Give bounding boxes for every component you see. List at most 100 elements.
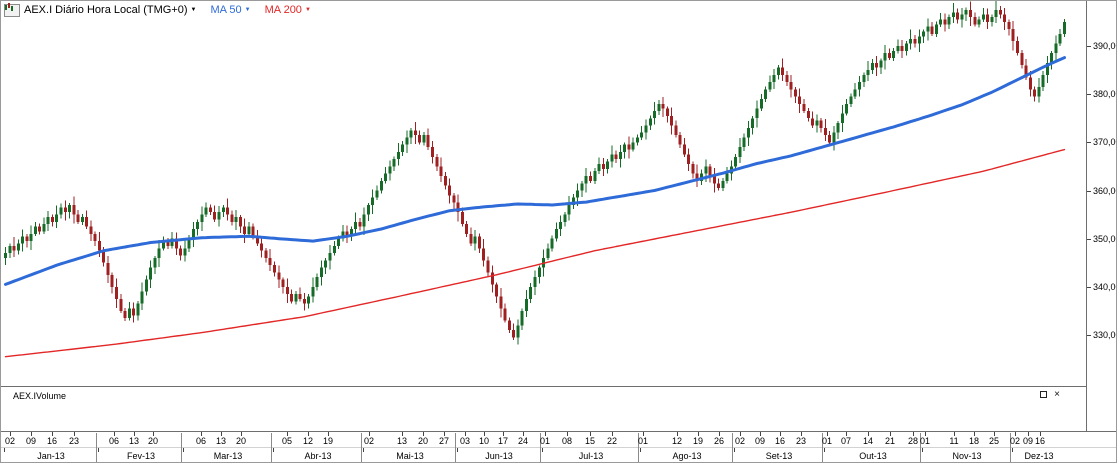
day-label: 01 (821, 436, 833, 446)
instrument-icon[interactable] (4, 3, 20, 17)
day-label: 16 (1034, 436, 1046, 446)
day-tick (201, 432, 202, 436)
day-label: 22 (606, 436, 618, 446)
time-axis-months-row: Jan-13 Fev-13 Mar-13 Abr-13 Mai-13 Jun-13 Jul-… (1, 448, 1116, 462)
ma50-label[interactable]: MA 50 (210, 3, 242, 16)
day-tick (328, 432, 329, 436)
day-label: 20 (147, 436, 159, 446)
day-label: 10 (478, 436, 490, 446)
day-label: 02 (363, 436, 375, 446)
month-label: Dez-13 (1024, 451, 1054, 461)
day-tick (925, 432, 926, 436)
candlestick-series (4, 1, 1066, 345)
day-tick (74, 432, 75, 436)
price-axis-tick (1087, 46, 1091, 47)
price-axis-label: 370,00 (1093, 137, 1116, 147)
day-label: 13 (396, 436, 408, 446)
day-label: 02 (1009, 436, 1021, 446)
day-label: 09 (1022, 436, 1034, 446)
month-label: Jul-13 (578, 451, 604, 461)
day-label: 15 (584, 436, 596, 446)
day-label: 23 (795, 436, 807, 446)
day-label: 21 (884, 436, 896, 446)
month-label: Jan-13 (37, 451, 65, 461)
day-tick (503, 432, 504, 436)
price-axis-tick (1087, 94, 1091, 95)
month-label: Nov-13 (952, 451, 982, 461)
day-label: 14 (862, 436, 874, 446)
price-chart-pane[interactable]: AEX.I Diário Hora Local (TMG+0) ▼ MA 50 … (1, 1, 1087, 387)
month-tick (457, 448, 458, 452)
month-separator (540, 433, 541, 462)
day-label: 28 (907, 436, 919, 446)
day-label: 17 (497, 436, 509, 446)
day-label: 09 (754, 436, 766, 446)
day-label: 20 (235, 436, 247, 446)
month-label: Mar-13 (213, 451, 243, 461)
ma200-label[interactable]: MA 200 (264, 3, 302, 16)
chart-title[interactable]: AEX.I Diário Hora Local (TMG+0) (24, 3, 188, 16)
month-label: Ago-13 (672, 451, 702, 461)
month-tick (363, 448, 364, 452)
ma50-dropdown-icon[interactable]: ▼ (244, 7, 251, 13)
day-label: 06 (108, 436, 120, 446)
day-tick (913, 432, 914, 436)
day-label: 13 (128, 436, 140, 446)
volume-pane[interactable]: AEX.IVolume × (1, 387, 1087, 431)
day-tick (31, 432, 32, 436)
ma50-line (4, 56, 1066, 286)
maximize-pane-icon[interactable] (1040, 390, 1048, 400)
day-label: 27 (438, 436, 450, 446)
day-tick (545, 432, 546, 436)
time-axis[interactable]: 02 09 16 23 06 13 20 06 13 20 05 12 19 02 13 20 27 03 10 17… (1, 431, 1116, 462)
day-tick (780, 432, 781, 436)
day-tick (52, 432, 53, 436)
day-label: 19 (322, 436, 334, 446)
day-label: 18 (968, 436, 980, 446)
price-axis[interactable]: 390,00 380,00 370,00 360,00 350,00 340,00 330,… (1087, 1, 1116, 431)
close-pane-icon[interactable]: × (1054, 389, 1060, 400)
day-label: 24 (517, 436, 529, 446)
day-label: 09 (25, 436, 37, 446)
month-label: Abr-13 (304, 451, 332, 461)
month-tick (273, 448, 274, 452)
day-tick (1028, 432, 1029, 436)
mini-candles-icon (5, 3, 13, 11)
day-tick (994, 432, 995, 436)
day-tick (1015, 432, 1016, 436)
day-label: 01 (919, 436, 931, 446)
volume-pane-title: AEX.IVolume (13, 391, 67, 401)
day-label: 13 (215, 436, 227, 446)
day-tick (241, 432, 242, 436)
day-tick (402, 432, 403, 436)
price-axis-tick (1087, 142, 1091, 143)
ma200-dropdown-icon[interactable]: ▼ (304, 7, 311, 13)
day-tick (523, 432, 524, 436)
day-tick (677, 432, 678, 436)
day-tick (153, 432, 154, 436)
month-tick (542, 448, 543, 452)
day-tick (484, 432, 485, 436)
day-tick (444, 432, 445, 436)
day-tick (643, 432, 644, 436)
day-label: 12 (671, 436, 683, 446)
day-label: 07 (840, 436, 852, 446)
title-dropdown-icon[interactable]: ▼ (190, 7, 197, 13)
price-axis-label: 380,00 (1093, 89, 1116, 99)
day-tick (134, 432, 135, 436)
month-label: Jun-13 (485, 451, 513, 461)
month-tick (824, 448, 825, 452)
day-tick (954, 432, 955, 436)
time-axis-days-row: 02 09 16 23 06 13 20 06 13 20 05 12 19 02 13 20 27 03 10 17… (1, 432, 1116, 462)
day-tick (1040, 432, 1041, 436)
day-tick (287, 432, 288, 436)
month-separator (455, 433, 456, 462)
month-separator (920, 433, 921, 462)
day-label: 05 (281, 436, 293, 446)
day-tick (10, 432, 11, 436)
month-tick (98, 448, 99, 452)
price-axis-label: 340,00 (1093, 282, 1116, 292)
month-label: Mai-13 (396, 451, 424, 461)
day-label: 06 (195, 436, 207, 446)
